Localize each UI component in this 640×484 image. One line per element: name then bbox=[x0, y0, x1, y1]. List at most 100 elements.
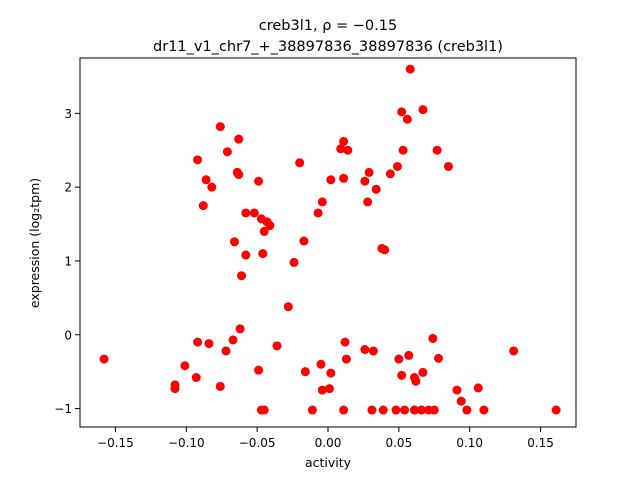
data-point-68 bbox=[394, 354, 404, 364]
data-point-37 bbox=[295, 158, 305, 168]
x-tick-label-3: 0.00 bbox=[315, 436, 342, 450]
data-point-38 bbox=[299, 236, 309, 246]
data-point-35 bbox=[283, 302, 293, 312]
data-point-56 bbox=[360, 345, 370, 355]
data-point-23 bbox=[241, 250, 251, 260]
data-point-18 bbox=[234, 170, 244, 180]
data-point-74 bbox=[404, 350, 414, 360]
data-point-11 bbox=[215, 381, 225, 391]
y-axis-ticks: −1 0 1 2 3 bbox=[54, 107, 80, 416]
data-point-76 bbox=[409, 405, 419, 415]
data-point-42 bbox=[316, 359, 326, 369]
data-point-55 bbox=[360, 176, 370, 186]
y-tick-label-2: 1 bbox=[64, 254, 72, 268]
data-point-59 bbox=[367, 405, 377, 415]
data-point-36 bbox=[289, 257, 299, 267]
data-point-72 bbox=[400, 405, 410, 415]
data-point-52 bbox=[340, 337, 350, 347]
y-tick-label-3: 2 bbox=[64, 181, 72, 195]
data-point-87 bbox=[443, 161, 453, 171]
x-tick-label-5: 0.10 bbox=[456, 436, 483, 450]
data-point-65 bbox=[385, 169, 395, 179]
data-point-5 bbox=[193, 337, 203, 347]
x-tick-label-1: −0.10 bbox=[168, 436, 205, 450]
data-point-73 bbox=[402, 114, 412, 124]
data-point-50 bbox=[339, 173, 349, 183]
data-point-69 bbox=[397, 370, 407, 380]
data-point-34 bbox=[272, 341, 282, 351]
data-point-14 bbox=[222, 147, 232, 157]
data-point-13 bbox=[221, 346, 231, 356]
data-point-84 bbox=[429, 405, 439, 415]
chart-title-line1: creb3l1, ρ = −0.15 bbox=[259, 18, 397, 34]
y-tick-label-4: 3 bbox=[64, 107, 72, 121]
data-point-90 bbox=[462, 405, 472, 415]
data-point-2 bbox=[170, 384, 180, 394]
data-point-43 bbox=[317, 197, 327, 207]
data-point-15 bbox=[228, 335, 238, 345]
data-point-30 bbox=[259, 405, 269, 415]
data-point-53 bbox=[341, 354, 351, 364]
data-point-21 bbox=[237, 271, 247, 281]
data-point-29 bbox=[258, 249, 268, 259]
data-point-58 bbox=[364, 167, 374, 177]
data-point-80 bbox=[418, 105, 428, 115]
data-point-20 bbox=[235, 324, 245, 334]
data-point-39 bbox=[300, 367, 310, 377]
data-points bbox=[99, 64, 561, 415]
x-tick-label-4: 0.05 bbox=[385, 436, 412, 450]
data-point-51 bbox=[339, 405, 349, 415]
data-point-91 bbox=[473, 383, 483, 393]
data-point-46 bbox=[326, 175, 336, 185]
data-point-85 bbox=[432, 145, 442, 155]
data-point-79 bbox=[417, 405, 427, 415]
data-point-4 bbox=[191, 373, 201, 383]
data-point-92 bbox=[479, 405, 489, 415]
data-point-88 bbox=[452, 385, 462, 395]
data-point-19 bbox=[234, 134, 244, 144]
data-point-24 bbox=[249, 208, 259, 218]
x-axis-label: activity bbox=[305, 455, 352, 470]
data-point-8 bbox=[201, 175, 211, 185]
data-point-67 bbox=[392, 161, 402, 171]
data-point-16 bbox=[229, 237, 239, 247]
data-point-54 bbox=[343, 145, 353, 155]
data-point-7 bbox=[198, 201, 208, 211]
y-axis-label: expression (log₂tpm) bbox=[27, 178, 42, 308]
x-tick-label-0: −0.15 bbox=[97, 436, 134, 450]
data-point-89 bbox=[456, 396, 466, 406]
data-point-49 bbox=[339, 136, 349, 146]
data-point-64 bbox=[380, 245, 390, 255]
x-tick-label-2: −0.05 bbox=[239, 436, 276, 450]
data-point-57 bbox=[363, 197, 373, 207]
y-tick-label-0: −1 bbox=[54, 402, 72, 416]
data-point-41 bbox=[313, 208, 323, 218]
data-point-0 bbox=[99, 354, 109, 364]
data-point-78 bbox=[411, 376, 421, 386]
data-point-71 bbox=[398, 145, 408, 155]
data-point-40 bbox=[307, 405, 317, 415]
data-point-26 bbox=[254, 365, 264, 375]
data-point-75 bbox=[405, 64, 415, 74]
data-point-47 bbox=[326, 368, 336, 378]
data-point-61 bbox=[371, 184, 381, 194]
data-point-66 bbox=[391, 405, 401, 415]
data-point-3 bbox=[180, 361, 190, 371]
data-point-83 bbox=[428, 333, 438, 343]
data-point-31 bbox=[259, 226, 269, 236]
data-point-9 bbox=[204, 339, 214, 349]
data-point-6 bbox=[193, 155, 203, 165]
data-point-94 bbox=[551, 405, 561, 415]
chart-title-line2: dr11_v1_chr7_+_38897836_38897836 (creb3l… bbox=[153, 39, 503, 55]
data-point-93 bbox=[509, 346, 519, 356]
data-point-81 bbox=[418, 367, 428, 377]
data-point-33 bbox=[265, 221, 275, 231]
x-tick-label-6: 0.15 bbox=[527, 436, 554, 450]
data-point-10 bbox=[207, 182, 217, 192]
data-point-86 bbox=[434, 353, 444, 363]
data-point-25 bbox=[254, 176, 264, 186]
data-point-70 bbox=[397, 107, 407, 117]
data-point-45 bbox=[324, 384, 334, 394]
